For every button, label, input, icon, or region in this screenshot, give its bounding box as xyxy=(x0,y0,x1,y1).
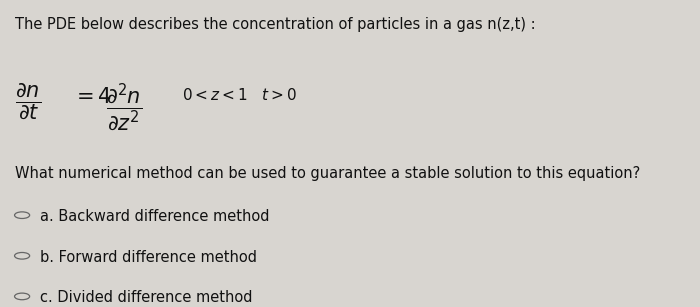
Text: $\dfrac{\partial^{2} n}{\partial z^{2}}$: $\dfrac{\partial^{2} n}{\partial z^{2}}$ xyxy=(106,81,143,133)
Text: c. Divided difference method: c. Divided difference method xyxy=(40,290,253,305)
Text: What numerical method can be used to guarantee a stable solution to this equatio: What numerical method can be used to gua… xyxy=(15,165,640,181)
Text: $\dfrac{\partial n}{\partial t}$: $\dfrac{\partial n}{\partial t}$ xyxy=(15,81,41,121)
Text: $=4$: $=4$ xyxy=(72,87,112,107)
Text: b. Forward difference method: b. Forward difference method xyxy=(40,250,257,265)
Text: $0 < z < 1\quad t > 0$: $0 < z < 1\quad t > 0$ xyxy=(182,87,297,103)
Text: a. Backward difference method: a. Backward difference method xyxy=(40,209,270,224)
Text: The PDE below describes the concentration of particles in a gas n(z,t) :: The PDE below describes the concentratio… xyxy=(15,17,536,32)
